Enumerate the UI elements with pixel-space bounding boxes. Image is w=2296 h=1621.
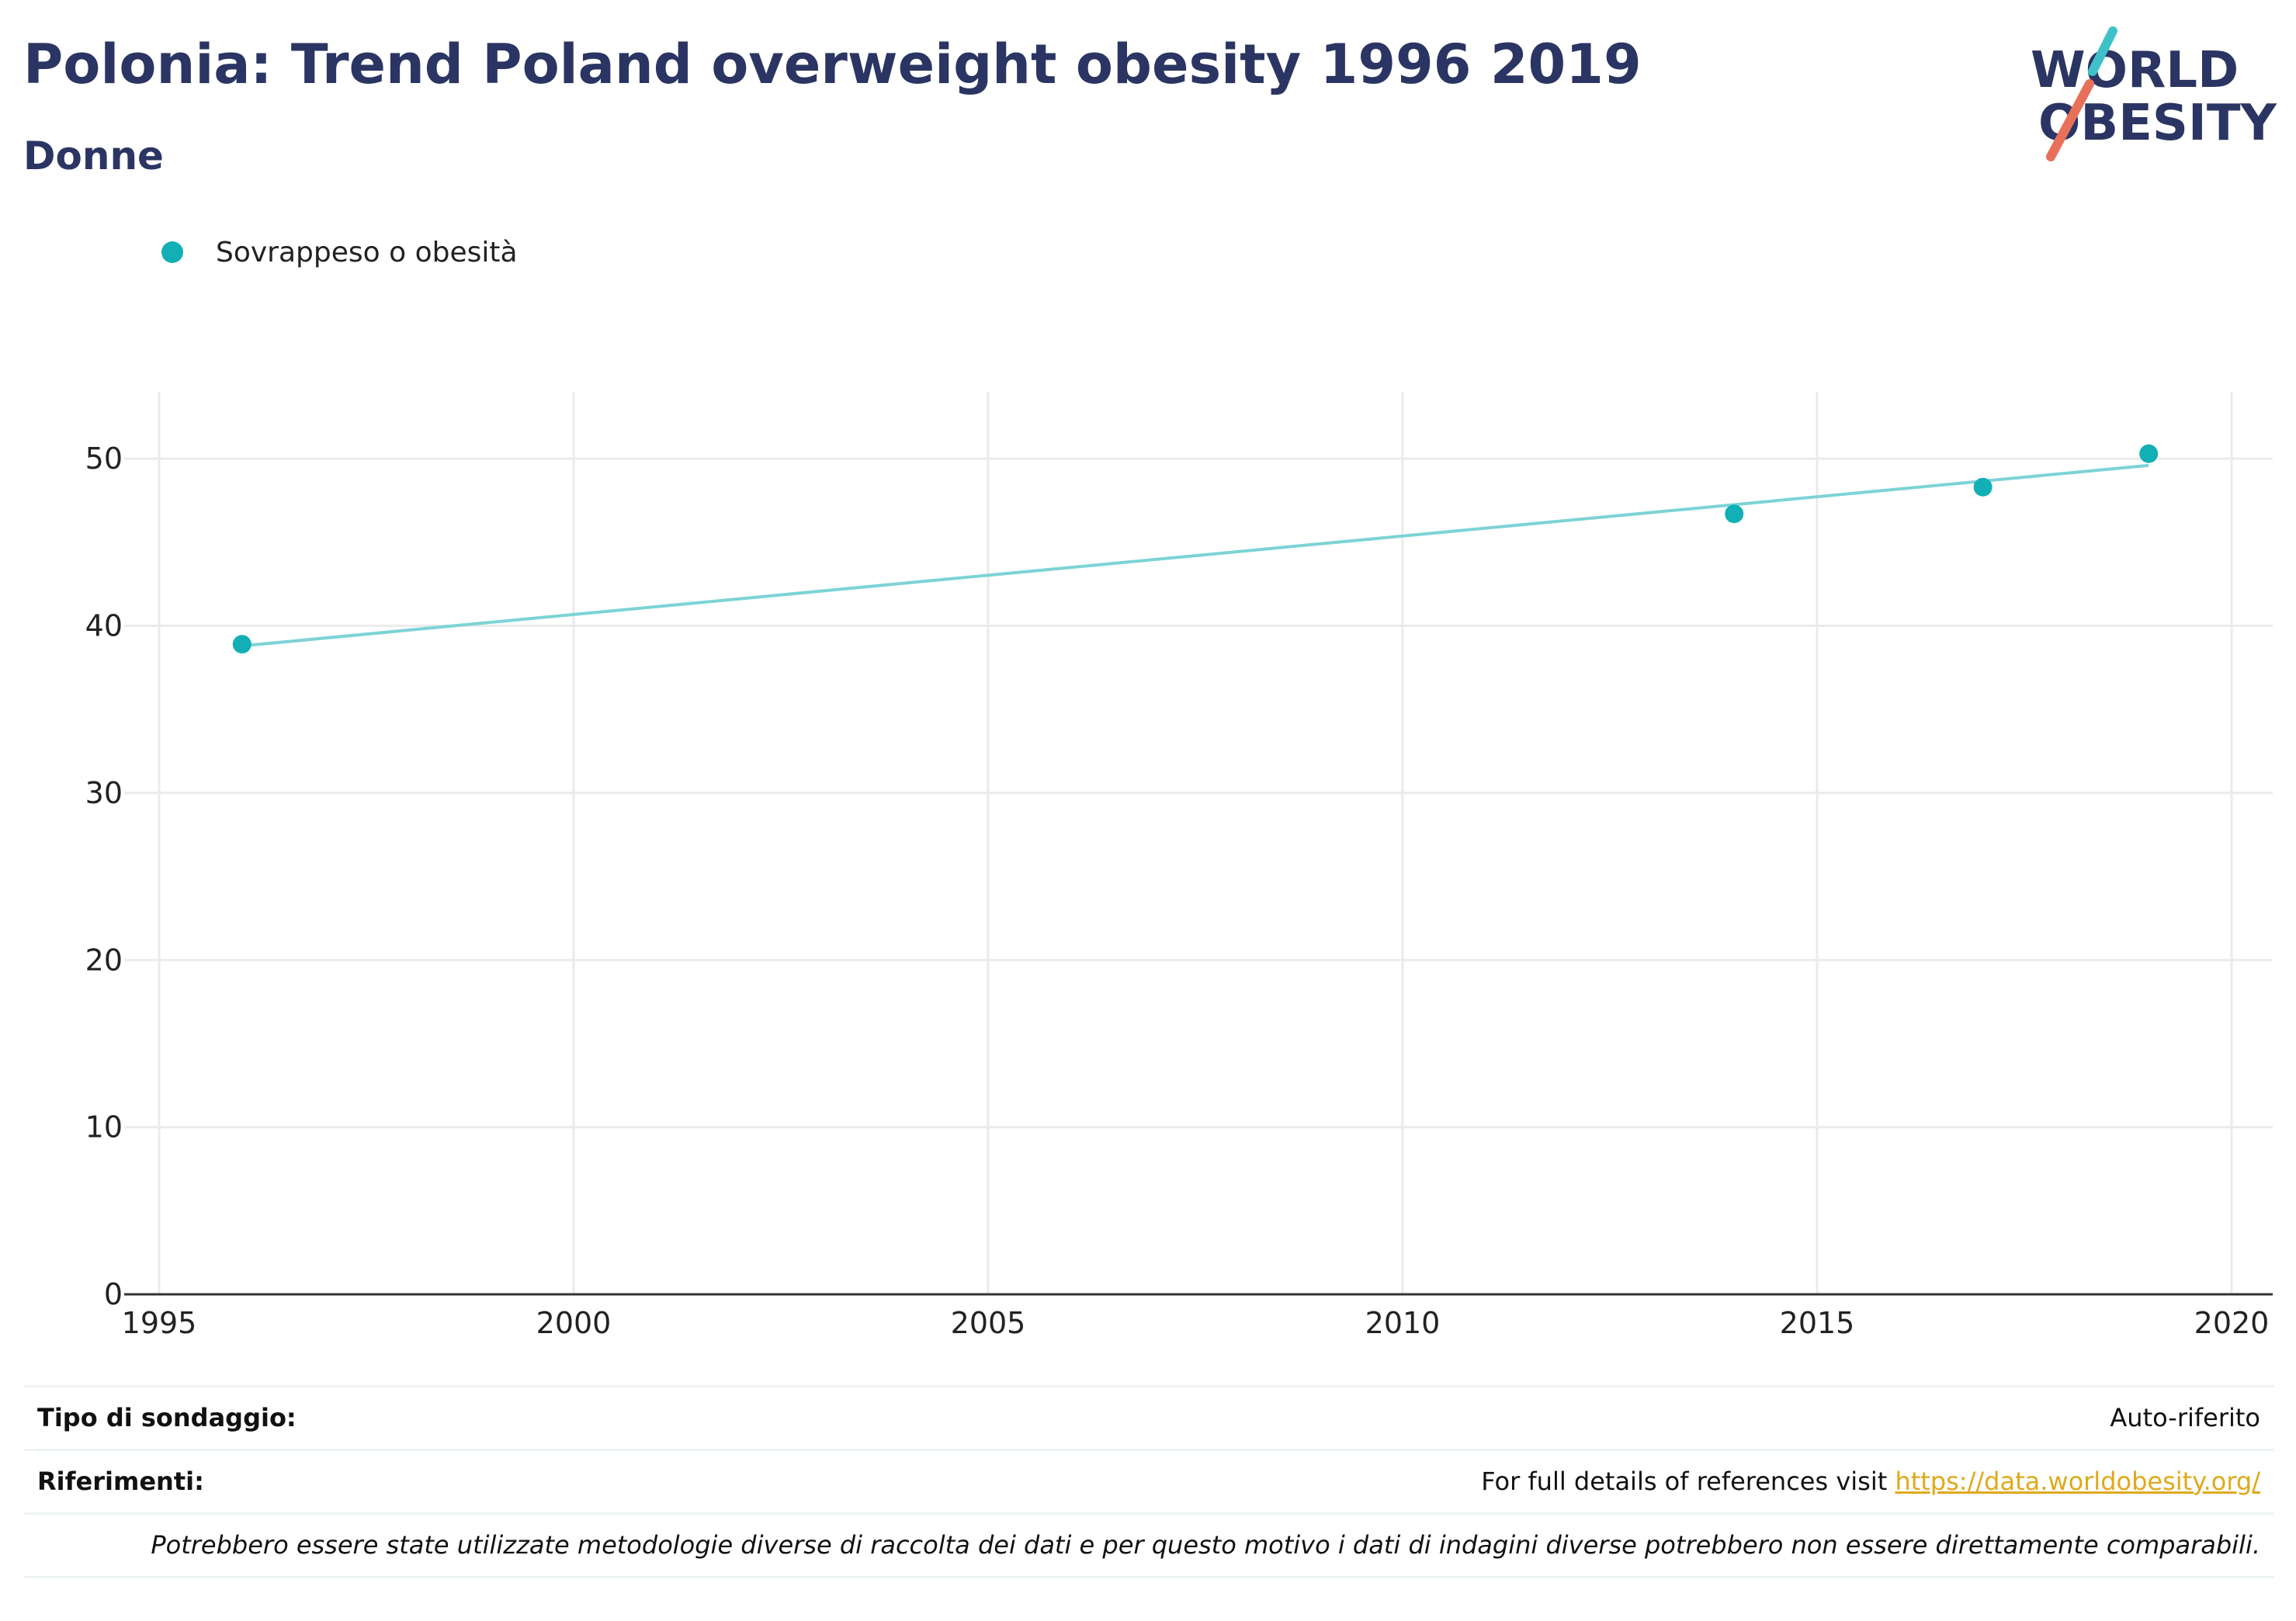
footer-row-note: Potrebbero essere state utilizzate metod…	[23, 1512, 2274, 1574]
legend[interactable]: Sovrappeso o obesità	[161, 233, 518, 272]
data-point	[1725, 504, 1744, 524]
methodology-note: Potrebbero essere state utilizzate metod…	[151, 1529, 2260, 1560]
data-point	[232, 635, 251, 654]
y-tick-label: 30	[85, 776, 123, 810]
chart-plot: 1995 2000 2005 2010 2015 2020 0 10 20 30 40 50	[85, 392, 2273, 1340]
y-tick-label: 20	[85, 943, 123, 977]
x-tick-label: 2005	[951, 1306, 1026, 1340]
footer-row-references: Riferimenti: For full details of referen…	[23, 1449, 2274, 1511]
y-tick-label: 10	[85, 1110, 123, 1145]
legend-marker	[161, 241, 183, 263]
logo-word-world: WORLD	[2031, 42, 2239, 99]
x-tick-label: 2020	[2194, 1306, 2270, 1340]
logo-slash-red	[2046, 79, 2094, 161]
references-label: Riferimenti:	[37, 1466, 204, 1496]
trendline-group	[241, 463, 2149, 648]
data-points	[232, 444, 2159, 654]
references-text: For full details of references visit	[1481, 1466, 1895, 1496]
tick-labels: 1995 2000 2005 2010 2015 2020 0 10 20 30 40 50	[85, 442, 2270, 1340]
survey-type-label: Tipo di sondaggio:	[37, 1402, 297, 1432]
y-tick-label: 0	[104, 1277, 123, 1311]
data-point	[1973, 477, 1993, 497]
y-tick-label: 40	[85, 609, 123, 643]
world-obesity-logo: WORLD OBESITY	[2031, 26, 2277, 161]
references-value: For full details of references visit htt…	[1481, 1467, 2260, 1496]
x-tick-label: 2015	[1780, 1306, 1855, 1340]
data-point	[2139, 444, 2159, 463]
x-tick-label: 2010	[1365, 1306, 1441, 1340]
trendline	[241, 463, 2149, 648]
logo-slash-teal	[2088, 26, 2117, 76]
x-tick-label: 2000	[536, 1306, 612, 1340]
legend-label: Sovrappeso o obesità	[216, 236, 518, 268]
chart-title: Polonia: Trend Poland overweight obesity…	[23, 33, 1642, 96]
chart-subtitle: Donne	[23, 133, 164, 178]
references-link[interactable]: https://data.worldobesity.org/	[1895, 1466, 2260, 1496]
footer-row-survey: Tipo di sondaggio: Auto-riferito	[23, 1385, 2274, 1447]
survey-type-value: Auto-riferito	[2110, 1402, 2260, 1432]
grid	[124, 392, 2273, 1294]
footer-bottom-line	[23, 1576, 2274, 1578]
x-tick-label: 1995	[122, 1306, 197, 1340]
y-tick-label: 50	[85, 442, 123, 476]
